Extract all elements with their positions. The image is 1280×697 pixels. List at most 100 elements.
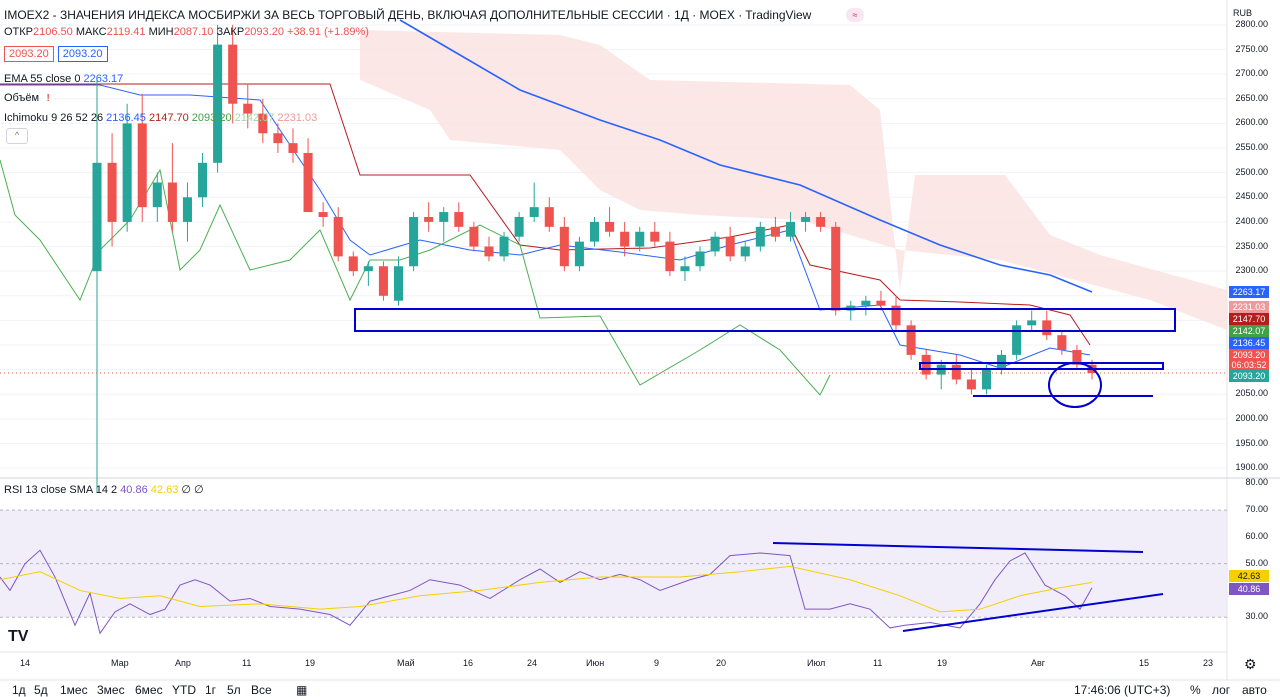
timeframe-button[interactable]: 1мес: [60, 683, 88, 697]
timeframe-button[interactable]: 1г: [205, 683, 217, 697]
rsi-axis-label: 42.63: [1229, 570, 1269, 582]
price-tick: 2600.00: [1235, 117, 1268, 128]
candle-body: [906, 325, 916, 355]
drawn-resistance-zone: [919, 362, 1164, 370]
collapse-legend-icon[interactable]: ^: [6, 128, 28, 144]
buy-price-box[interactable]: 2093.20: [57, 46, 108, 62]
candle-body: [318, 212, 328, 217]
candle-body: [589, 221, 600, 242]
price-tick: 2350.00: [1235, 240, 1268, 251]
timeframe-button[interactable]: 5д: [34, 683, 48, 697]
price-axis-label: 06:03:52: [1229, 359, 1269, 371]
time-tick: 23: [1203, 658, 1214, 668]
candle-body: [213, 44, 223, 163]
price-axis-label: 2263.17: [1229, 286, 1269, 298]
timeframe-button[interactable]: 5л: [227, 683, 241, 697]
candle-body: [951, 364, 961, 380]
candle-body: [620, 231, 630, 247]
price-axis-label: 2147.70: [1229, 313, 1269, 325]
ema-legend[interactable]: EMA 55 close 0 2263.17: [4, 72, 123, 86]
time-tick: 15: [1139, 658, 1150, 668]
ema-line: [399, 19, 1093, 293]
candle-body: [333, 216, 343, 257]
candle-body: [544, 207, 554, 227]
candle-body: [152, 182, 162, 208]
rsi-axis-label: 40.86: [1229, 583, 1269, 595]
time-tick: 24: [527, 658, 538, 668]
rsi-legend[interactable]: RSI 13 close SMA 14 2 40.86 42.63 ∅ ∅: [4, 483, 204, 497]
time-tick: Июл: [807, 658, 826, 668]
price-tick: 2050.00: [1235, 388, 1268, 399]
rsi-trendline-top: [772, 542, 1144, 553]
candle-body: [469, 226, 479, 247]
candle-body: [695, 251, 705, 267]
sell-price-box[interactable]: 2093.20: [4, 46, 54, 62]
time-tick: 20: [716, 658, 727, 668]
candle-body: [816, 216, 826, 227]
ema-label: EMA 55 close 0: [4, 73, 81, 85]
ohlc-readout: ОТКР2106.50 МАКС2119.41 МИН2087.10 ЗАКР2…: [4, 25, 369, 39]
candle-body: [122, 123, 132, 222]
ichimoku-cloud: [360, 30, 1227, 330]
candle-body: [198, 162, 208, 198]
timeframe-button[interactable]: 1д: [12, 683, 26, 697]
clock-readout[interactable]: 17:46:06 (UTC+3): [1074, 683, 1171, 697]
candle-body: [137, 123, 147, 208]
alert-toggle-icon[interactable]: ≈: [846, 8, 864, 22]
rsi-empty-1: ∅: [181, 484, 191, 496]
candle-body: [514, 216, 524, 237]
ichimoku-lagging: 2093.20: [191, 112, 232, 124]
auto-toggle[interactable]: авто: [1242, 683, 1267, 697]
high-value: 2119.41: [106, 26, 146, 38]
candle-body: [650, 231, 660, 242]
timeframe-button[interactable]: 3мес: [97, 683, 125, 697]
candle-body: [1072, 349, 1082, 365]
rsi-tick: 80.00: [1245, 477, 1268, 488]
drawn-support-zone: [354, 308, 1176, 332]
date-range-icon[interactable]: ▦: [296, 683, 308, 697]
chart-title: IMOEX2 - ЗНАЧЕНИЯ ИНДЕКСА МОСБИРЖИ ЗА ВЕ…: [4, 8, 812, 22]
percent-toggle[interactable]: %: [1190, 683, 1201, 697]
candle-body: [303, 152, 313, 213]
time-tick: 9: [654, 658, 660, 668]
settings-gear-icon[interactable]: ⚙: [1244, 656, 1257, 672]
time-tick: Май: [397, 658, 415, 668]
candle-body: [393, 266, 404, 301]
bottom-toolbar: 1д 5д 1мес 3мес 6мес YTD 1г 5л Все ▦ 17:46:06 (U…: [0, 680, 1280, 697]
rsi-sma-value: 42.63: [150, 484, 179, 496]
time-tick: Июн: [586, 658, 605, 668]
candle-body: [378, 266, 388, 296]
candle-body: [831, 226, 841, 311]
time-tick: 19: [305, 658, 316, 668]
volume-legend[interactable]: Объём !: [4, 91, 55, 105]
price-tick: 2500.00: [1235, 166, 1268, 177]
time-tick: 14: [20, 658, 31, 668]
price-tick: 2800.00: [1235, 18, 1268, 29]
timeframe-button[interactable]: 6мес: [135, 683, 163, 697]
warning-icon[interactable]: !: [42, 93, 55, 105]
order-inputs: 2093.20 2093.20: [4, 46, 108, 62]
log-toggle[interactable]: лог: [1212, 683, 1231, 697]
candle-body: [921, 354, 931, 375]
ichimoku-span-a: 2142.07: [234, 112, 275, 124]
timeframe-button[interactable]: Все: [251, 683, 272, 697]
candle-body: [770, 226, 780, 237]
price-axis-label: 2093.20: [1229, 349, 1269, 361]
currency-label[interactable]: RUB: [1232, 8, 1252, 18]
tradingview-logo-icon[interactable]: TV: [8, 628, 29, 645]
candle-body: [348, 256, 358, 272]
candle-body: [725, 236, 735, 257]
close-value: 2093.20: [244, 26, 284, 38]
ichimoku-legend[interactable]: Ichimoku 9 26 52 26 2136.45 2147.70 2093…: [4, 111, 317, 125]
candle-body: [680, 266, 690, 272]
ichimoku-conversion: 2136.45: [106, 112, 146, 124]
candle-body: [529, 207, 539, 217]
candle-body: [635, 231, 645, 247]
ichimoku-span-b: 2231.03: [277, 112, 318, 124]
rsi-line: [0, 549, 1093, 635]
low-label: МИН: [148, 26, 174, 38]
candle-body: [891, 305, 901, 326]
timeframe-button[interactable]: YTD: [172, 683, 196, 697]
open-value: 2106.50: [33, 26, 73, 38]
